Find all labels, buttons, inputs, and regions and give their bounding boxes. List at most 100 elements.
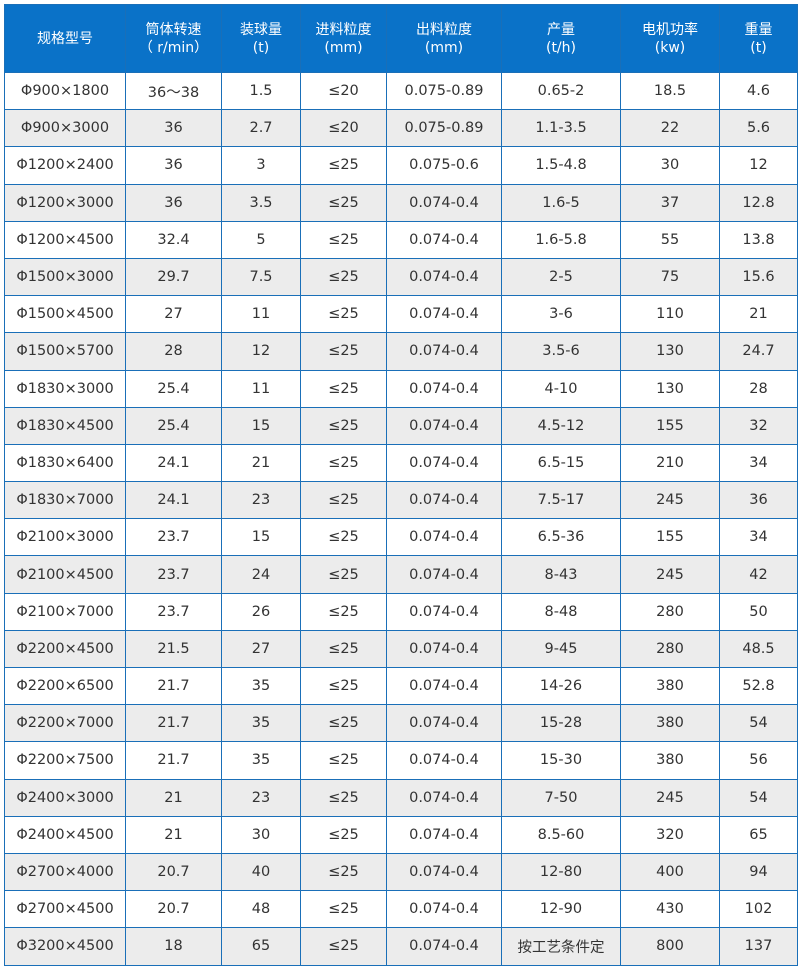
table-cell: 12-90: [501, 890, 621, 929]
table-cell: ≤25: [300, 666, 387, 706]
table-header-row: 规格型号 筒体转速（ r/min） 装球量 (t) 进料粒度 (mm) 出料粒度 (mm) 产量…: [4, 4, 798, 73]
table-cell: 3.5-6: [501, 332, 621, 371]
table-cell: 0.075-0.6: [386, 146, 502, 185]
table-cell: Φ1200×3000: [4, 183, 126, 222]
table-cell: 280: [620, 629, 720, 669]
column-unit: (t): [252, 39, 270, 56]
table-cell: 22: [620, 109, 720, 148]
table-cell: 0.074-0.4: [386, 927, 502, 966]
table-cell: 35: [221, 666, 301, 706]
table-cell: ≤20: [300, 71, 387, 111]
table-cell: 12-80: [501, 852, 621, 892]
table-cell: 32.4: [125, 220, 222, 259]
table-cell: ≤25: [300, 295, 387, 334]
table-cell: 15-30: [501, 741, 621, 780]
table-cell: 0.074-0.4: [386, 406, 502, 445]
column-unit: (mm): [324, 39, 363, 56]
table-cell: ≤25: [300, 443, 387, 483]
table-row: Φ2200×7500 21.7 35 ≤25 0.074-0.4 15-30 380 56: [4, 741, 798, 780]
table-cell: 37: [620, 183, 720, 222]
table-cell: 8.5-60: [501, 815, 621, 854]
table-cell: 7.5-17: [501, 481, 621, 520]
table-row: Φ2100×3000 23.7 15 ≤25 0.074-0.4 6.5-36 155 34: [4, 518, 798, 557]
table-cell: 24: [221, 555, 301, 594]
table-cell: 0.075-0.89: [386, 109, 502, 148]
table-cell: 35: [221, 741, 301, 780]
table-cell: ≤25: [300, 741, 387, 780]
table-cell: Φ1500×3000: [4, 257, 126, 297]
table-cell: 245: [620, 778, 720, 817]
table-cell: 4-10: [501, 369, 621, 408]
table-cell: Φ2200×4500: [4, 629, 126, 669]
table-cell: 75: [620, 257, 720, 297]
table-row: Φ900×3000 36 2.7 ≤20 0.075-0.89 1.1-3.5 22 5.6: [4, 109, 798, 148]
column-title: 筒体转速: [145, 21, 202, 38]
table-cell: 15: [221, 518, 301, 557]
table-cell: 4.6: [719, 71, 798, 111]
table-row: Φ1500×4500 27 11 ≤25 0.074-0.4 3-6 110 21: [4, 295, 798, 334]
table-row: Φ2200×6500 21.7 35 ≤25 0.074-0.4 14-26 380 52.8: [4, 666, 798, 706]
table-cell: 11: [221, 295, 301, 334]
table-cell: 21: [125, 815, 222, 854]
table-cell: Φ900×3000: [4, 109, 126, 148]
table-cell: ≤25: [300, 927, 387, 966]
table-cell: 155: [620, 518, 720, 557]
column-unit: (t): [750, 39, 767, 56]
table-cell: 15-28: [501, 704, 621, 743]
table-cell: 0.074-0.4: [386, 555, 502, 594]
table-row: Φ1500×5700 28 12 ≤25 0.074-0.4 3.5-6 130 24.7: [4, 332, 798, 371]
table-row: Φ1200×3000 36 3.5 ≤25 0.074-0.4 1.6-5 37 12.8: [4, 183, 798, 222]
table-cell: 7-50: [501, 778, 621, 817]
table-cell: 5: [221, 220, 301, 259]
column-header: 筒体转速（ r/min）: [125, 4, 222, 73]
table-cell: 28: [719, 369, 798, 408]
table-cell: Φ2400×3000: [4, 778, 126, 817]
table-cell: 36～38: [125, 71, 222, 111]
table-cell: 1.5: [221, 71, 301, 111]
table-cell: 29.7: [125, 257, 222, 297]
table-cell: 21: [125, 778, 222, 817]
table-cell: 54: [719, 704, 798, 743]
table-cell: 0.074-0.4: [386, 183, 502, 222]
table-cell: ≤25: [300, 555, 387, 594]
table-cell: Φ1830×4500: [4, 406, 126, 445]
table-cell: 21.5: [125, 629, 222, 669]
table-row: Φ1830×7000 24.1 23 ≤25 0.074-0.4 7.5-17 245 36: [4, 481, 798, 520]
table-row: Φ900×1800 36～38 1.5 ≤20 0.075-0.89 0.65-2 18.5…: [4, 71, 798, 111]
table-cell: 25.4: [125, 369, 222, 408]
column-header: 重量 (t): [719, 4, 798, 73]
table-cell: 800: [620, 927, 720, 966]
table-cell: ≤25: [300, 146, 387, 185]
table-cell: Φ2100×7000: [4, 592, 126, 631]
column-header: 装球量 (t): [221, 4, 301, 73]
table-cell: 0.074-0.4: [386, 778, 502, 817]
table-cell: 380: [620, 704, 720, 743]
table-cell: 15: [221, 406, 301, 445]
table-cell: 25.4: [125, 406, 222, 445]
table-cell: 0.074-0.4: [386, 369, 502, 408]
column-header: 规格型号: [4, 4, 126, 73]
table-cell: ≤25: [300, 629, 387, 669]
table-cell: 130: [620, 369, 720, 408]
table-cell: ≤25: [300, 815, 387, 854]
column-title: 产量: [547, 21, 575, 38]
table-cell: 2.7: [221, 109, 301, 148]
table-cell: 0.074-0.4: [386, 815, 502, 854]
table-cell: 23: [221, 778, 301, 817]
table-cell: Φ2200×6500: [4, 666, 126, 706]
table-cell: 26: [221, 592, 301, 631]
table-cell: 34: [719, 518, 798, 557]
table-row: Φ2700×4500 20.7 48 ≤25 0.074-0.4 12-90 430 102: [4, 890, 798, 929]
table-cell: 5.6: [719, 109, 798, 148]
table-cell: Φ1200×4500: [4, 220, 126, 259]
table-cell: 9-45: [501, 629, 621, 669]
table-cell: ≤25: [300, 518, 387, 557]
table-cell: ≤25: [300, 406, 387, 445]
table-cell: 18.5: [620, 71, 720, 111]
table-cell: 0.074-0.4: [386, 592, 502, 631]
table-cell: Φ2400×4500: [4, 815, 126, 854]
table-cell: 6.5-15: [501, 443, 621, 483]
table-cell: 56: [719, 741, 798, 780]
table-cell: ≤25: [300, 704, 387, 743]
table-cell: 1.6-5.8: [501, 220, 621, 259]
